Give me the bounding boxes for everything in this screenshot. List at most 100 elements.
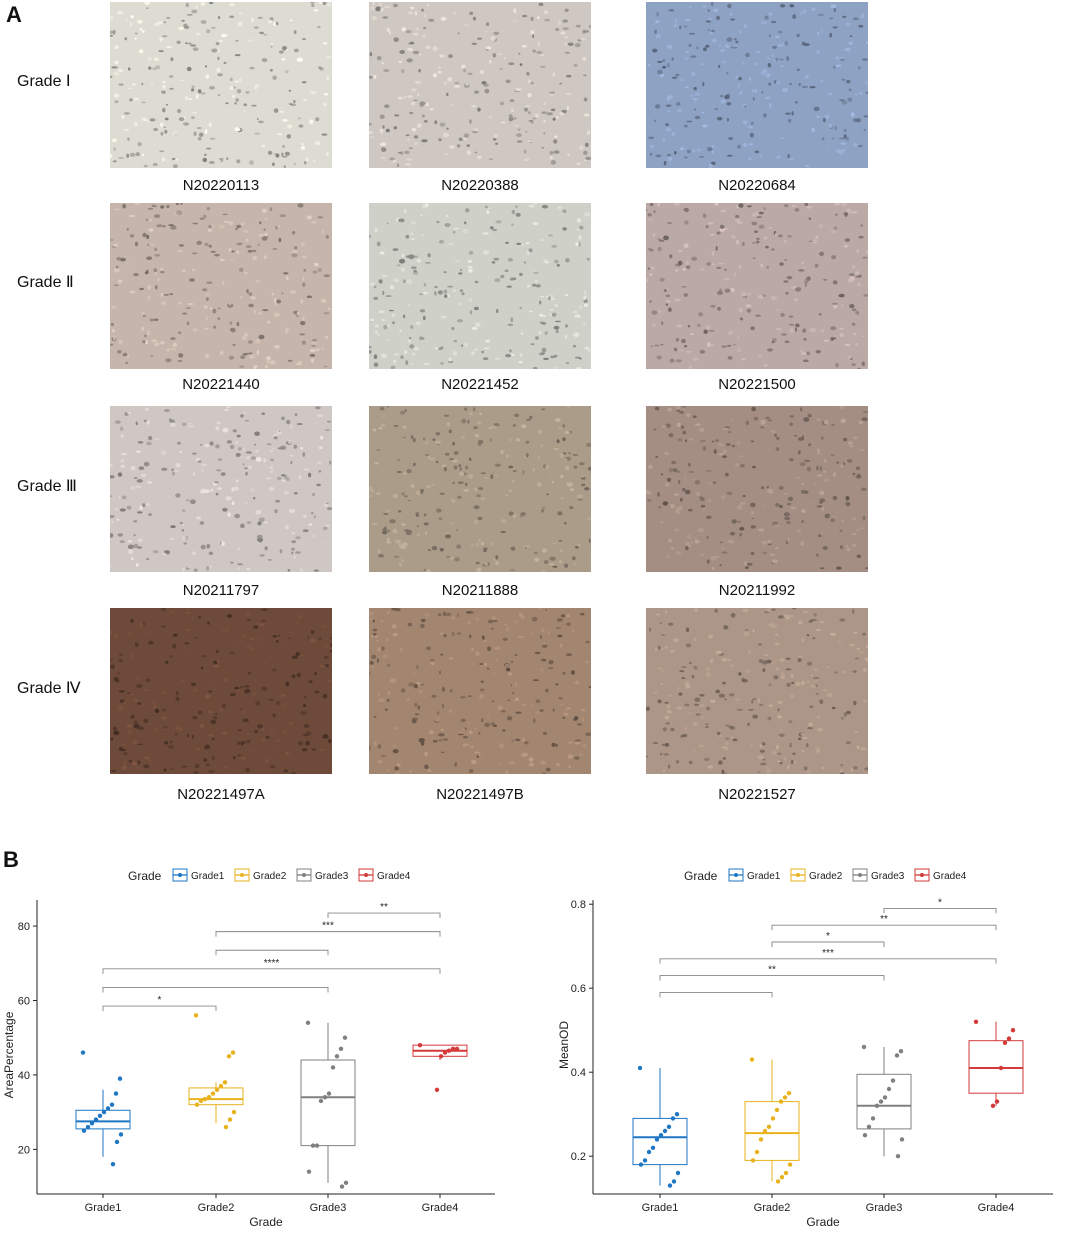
- x-tick-label: Grade2: [754, 1202, 791, 1214]
- data-point: [774, 1107, 780, 1113]
- sample-caption: N20221440: [182, 376, 260, 393]
- data-point: [638, 1162, 644, 1167]
- grade-label-4: Grade Ⅳ: [17, 680, 81, 697]
- grade-label-1: Grade Ⅰ: [17, 73, 71, 90]
- data-point: [894, 1053, 900, 1058]
- data-point: [749, 1057, 755, 1062]
- data-point: [417, 1042, 423, 1048]
- x-tick-label: Grade3: [866, 1202, 903, 1214]
- significance-bracket: [215, 949, 329, 956]
- data-point: [758, 1137, 764, 1142]
- significance-bracket: [771, 941, 885, 947]
- histology-image: [646, 2, 868, 168]
- x-axis-title: Grade: [249, 1215, 283, 1229]
- data-point: [80, 1050, 86, 1055]
- data-point: [899, 1137, 905, 1142]
- legend-title: Grade: [128, 869, 162, 883]
- data-point: [442, 1050, 448, 1055]
- data-point: [226, 1054, 232, 1059]
- significance-bracket: [215, 931, 441, 937]
- data-point: [85, 1124, 91, 1130]
- data-point: [109, 1102, 115, 1107]
- significance-bracket: [659, 958, 997, 964]
- y-tick-label: 80: [18, 921, 30, 933]
- data-point: [662, 1128, 668, 1134]
- significance-bracket: [102, 987, 329, 993]
- data-point: [81, 1128, 87, 1133]
- data-point: [895, 1154, 901, 1159]
- data-point: [667, 1183, 673, 1188]
- sample-caption: N20221527: [718, 786, 796, 803]
- data-point: [786, 1091, 792, 1096]
- panel-b-label: B: [3, 847, 19, 872]
- data-point: [306, 1169, 312, 1174]
- histology-image: [369, 203, 591, 369]
- data-point: [193, 1013, 199, 1018]
- significance-label: ****: [264, 958, 280, 969]
- y-tick-label: 60: [18, 995, 30, 1007]
- significance-bracket: [327, 912, 441, 919]
- significance-label: *: [158, 995, 162, 1006]
- data-point: [310, 1143, 316, 1148]
- x-tick-label: Grade3: [310, 1202, 347, 1214]
- y-axis-title: AreaPercentage: [2, 1011, 16, 1098]
- data-point: [658, 1133, 664, 1138]
- box-body: [300, 1059, 356, 1147]
- data-point: [1006, 1036, 1012, 1041]
- data-point: [105, 1106, 111, 1111]
- data-point: [343, 1180, 349, 1186]
- data-point: [318, 1098, 324, 1104]
- data-point: [97, 1113, 103, 1119]
- x-tick-label: Grade1: [85, 1202, 122, 1214]
- significance-label: **: [380, 902, 388, 913]
- box-body: [744, 1101, 800, 1161]
- legend-key-dot: [178, 873, 182, 877]
- data-point: [218, 1083, 224, 1089]
- data-point: [671, 1179, 677, 1184]
- data-point: [202, 1096, 208, 1102]
- y-tick-label: 0.8: [571, 899, 586, 911]
- significance-label: *: [826, 931, 830, 942]
- sample-caption: N20211992: [718, 582, 796, 599]
- significance-label: **: [768, 965, 776, 976]
- data-point: [775, 1179, 781, 1184]
- data-point: [214, 1087, 220, 1092]
- data-point: [654, 1137, 660, 1142]
- data-point: [93, 1117, 99, 1122]
- legend-key-dot: [734, 873, 738, 877]
- data-point: [637, 1065, 643, 1071]
- data-point: [1002, 1040, 1008, 1046]
- data-point: [898, 1049, 904, 1054]
- data-point: [305, 1020, 311, 1026]
- data-point: [750, 1158, 756, 1163]
- significance-bracket: [102, 1005, 217, 1012]
- data-point: [113, 1091, 119, 1096]
- data-point: [878, 1099, 884, 1104]
- y-tick-label: 20: [18, 1144, 30, 1156]
- x-tick-label: Grade4: [422, 1202, 459, 1214]
- significance-bracket: [659, 991, 773, 998]
- sample-caption: N20220113: [182, 177, 260, 194]
- significance-bracket: [883, 907, 997, 914]
- legend-label: Grade2: [253, 871, 287, 882]
- data-point: [870, 1116, 876, 1121]
- significance-label: *: [938, 897, 942, 908]
- data-point: [194, 1102, 200, 1107]
- box-body: [856, 1073, 912, 1130]
- data-point: [342, 1035, 348, 1040]
- data-point: [770, 1116, 776, 1121]
- data-point: [646, 1149, 652, 1155]
- legend-key-dot: [240, 873, 244, 877]
- panel-a-label: A: [6, 2, 22, 27]
- histology-image: [110, 406, 332, 572]
- data-point: [330, 1065, 336, 1070]
- data-point: [674, 1112, 680, 1117]
- data-point: [650, 1145, 656, 1151]
- data-point: [227, 1117, 233, 1122]
- data-point: [338, 1046, 344, 1052]
- significance-bracket: [771, 924, 997, 931]
- legend-label: Grade2: [809, 871, 843, 882]
- data-point: [666, 1124, 672, 1130]
- x-tick-label: Grade1: [642, 1202, 679, 1214]
- significance-label: ***: [822, 948, 834, 959]
